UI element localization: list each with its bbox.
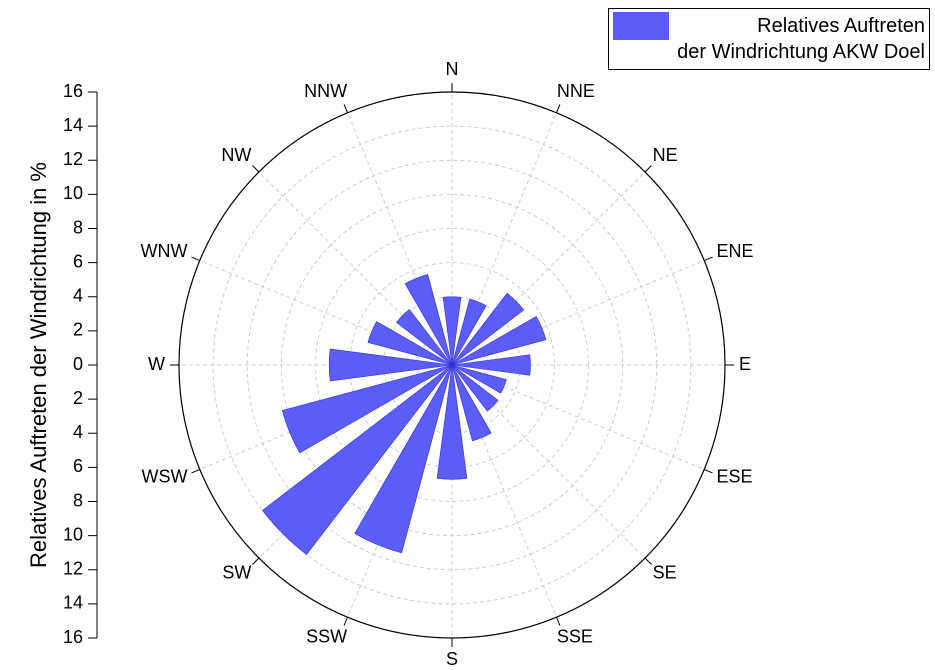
angular-tick: [556, 104, 561, 113]
r-tick-label: 12: [63, 149, 83, 169]
r-tick-label: 4: [73, 422, 83, 442]
r-tick-label: 14: [63, 593, 83, 613]
angular-tick: [704, 256, 713, 261]
bar: [451, 364, 507, 394]
r-tick-label: 2: [73, 320, 83, 340]
grid-circle: [349, 262, 555, 468]
bar: [451, 364, 492, 442]
direction-label: ESE: [717, 467, 753, 487]
bar: [367, 321, 453, 366]
r-tick-label: 10: [63, 524, 83, 544]
direction-label: NE: [653, 145, 678, 165]
r-tick-label: 6: [73, 456, 83, 476]
angular-tick: [343, 617, 348, 626]
bar: [442, 296, 462, 366]
direction-label: SE: [653, 562, 677, 582]
r-tick-label: 14: [63, 115, 83, 135]
r-tick-label: 8: [73, 217, 83, 237]
r-tick-label: 10: [63, 183, 83, 203]
direction-label: W: [148, 354, 165, 374]
legend-label: Relatives Auftreten der Windrichtung AKW…: [677, 15, 925, 63]
r-tick-label: 16: [63, 627, 83, 647]
r-tick-label: 16: [63, 81, 83, 101]
direction-label: SSE: [557, 626, 593, 646]
y-axis-label: Relatives Auftreten der Windrichtung in …: [26, 162, 51, 568]
angular-tick: [191, 256, 200, 261]
bar: [436, 364, 468, 480]
angular-tick: [556, 617, 561, 626]
bar: [262, 364, 453, 555]
direction-label: ENE: [717, 241, 754, 261]
r-tick-label: 6: [73, 251, 83, 271]
bar: [404, 273, 453, 366]
bar: [281, 364, 453, 454]
angular-tick: [252, 165, 260, 173]
direction-label: SSW: [306, 626, 347, 646]
direction-label: NNE: [557, 81, 595, 101]
legend: Relatives Auftreten der Windrichtung AKW…: [608, 8, 930, 70]
bar: [451, 315, 547, 366]
r-tick-label: 2: [73, 388, 83, 408]
bar: [451, 364, 499, 412]
r-tick-label: 12: [63, 559, 83, 579]
angular-tick: [252, 557, 260, 565]
bar: [328, 348, 453, 382]
direction-label: E: [739, 354, 751, 374]
direction-label: NW: [221, 145, 251, 165]
bar: [451, 298, 487, 366]
bar: [451, 354, 531, 376]
direction-label: N: [446, 59, 459, 79]
angular-tick: [191, 469, 200, 474]
bar: [451, 292, 525, 366]
legend-swatch: [613, 12, 669, 40]
r-tick-label: 4: [73, 286, 83, 306]
angular-tick: [704, 469, 713, 474]
direction-label: NNW: [304, 81, 347, 101]
angular-tick: [644, 557, 652, 565]
r-tick-label: 0: [73, 354, 83, 374]
direction-label: WSW: [141, 467, 187, 487]
angular-tick: [343, 104, 348, 113]
direction-label: S: [446, 649, 458, 669]
direction-label: WNW: [140, 241, 187, 261]
bar: [354, 364, 453, 554]
r-tick-label: 8: [73, 490, 83, 510]
angular-tick: [644, 165, 652, 173]
bar: [396, 309, 453, 366]
direction-label: SW: [222, 562, 251, 582]
